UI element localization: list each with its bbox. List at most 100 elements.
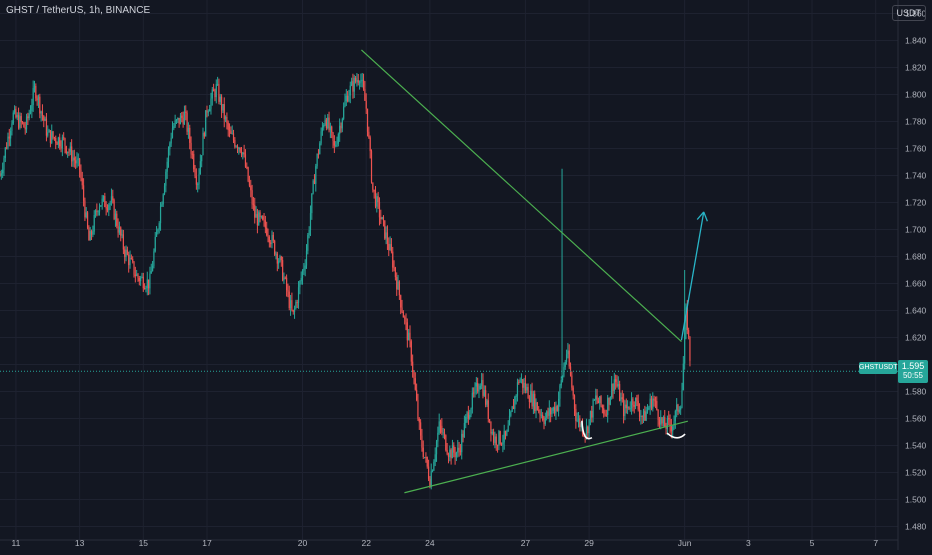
candle-body	[422, 447, 424, 458]
candle-body	[358, 82, 361, 84]
price-axis[interactable]: 1.4801.5001.5201.5401.5601.5801.6001.620…	[905, 9, 927, 532]
candle-body	[507, 425, 509, 432]
candle-body	[459, 450, 462, 453]
candle-body	[55, 138, 57, 143]
candle-body	[276, 253, 278, 264]
time-axis[interactable]: 11 13 15 17 20 22 24 27 29 Jun 3 5 7	[12, 538, 879, 548]
price-tick-label: 1.840	[905, 36, 927, 46]
candle-body	[243, 152, 245, 155]
candle-body	[364, 88, 366, 101]
candle-body	[29, 111, 32, 114]
candle-body	[209, 108, 211, 112]
candle-body	[324, 119, 326, 126]
candle-body	[73, 157, 75, 161]
price-tick-label: 1.720	[905, 198, 927, 208]
candle-body	[285, 277, 288, 291]
candle-body	[405, 317, 407, 323]
price-tick-label: 1.860	[905, 9, 927, 19]
candle-body	[251, 190, 253, 205]
candle-body	[454, 452, 456, 458]
candle-body	[435, 441, 438, 455]
candle-body	[579, 418, 581, 428]
candle-body	[524, 382, 527, 391]
time-tick-label: 13	[75, 538, 85, 548]
candle-body	[577, 418, 580, 421]
currency-button[interactable]: USDT	[891, 5, 926, 21]
candle-body	[672, 426, 674, 432]
candle-body	[576, 420, 578, 422]
candle-body	[352, 81, 354, 92]
candle-body	[125, 249, 127, 257]
candle-body	[158, 223, 160, 230]
candle-body	[393, 267, 395, 269]
candle-body	[185, 111, 187, 113]
candle-body	[162, 194, 164, 205]
time-tick-label: Jun	[678, 538, 692, 548]
candle-body	[502, 442, 504, 445]
candle-body	[68, 151, 70, 153]
candle-body	[568, 350, 570, 367]
candle-body	[258, 212, 260, 226]
candle-body	[149, 273, 151, 289]
candle-body	[372, 182, 374, 190]
candle-body	[449, 449, 451, 458]
candle-body	[376, 196, 378, 207]
candle-body	[45, 118, 48, 136]
candle-body	[84, 200, 86, 218]
candle-body	[297, 287, 300, 303]
price-tick-label: 1.680	[905, 252, 927, 262]
candle-body	[611, 383, 613, 397]
candle-body	[678, 409, 680, 412]
candle-body	[619, 384, 621, 401]
candle-body	[400, 295, 402, 308]
candle-body	[224, 117, 227, 120]
candle-body	[296, 302, 298, 304]
candle-body	[413, 371, 415, 379]
candle-body	[262, 216, 264, 220]
price-tick-label: 1.760	[905, 144, 927, 154]
candle-body	[475, 382, 477, 387]
candle-body	[220, 96, 223, 111]
candle-body	[327, 117, 329, 129]
candle-body	[417, 400, 419, 419]
candle-body	[304, 265, 306, 269]
candle-body	[559, 385, 561, 399]
candle-body	[198, 174, 200, 185]
candle-body	[94, 210, 97, 216]
candle-body	[17, 115, 20, 128]
candle-body	[680, 407, 682, 410]
candle-body	[109, 202, 111, 206]
candle-body	[402, 311, 404, 318]
candle-body	[96, 210, 98, 212]
candle-body	[323, 125, 325, 128]
candle-body	[523, 382, 525, 388]
candle-body	[587, 426, 589, 434]
candle-body	[79, 158, 81, 170]
freehand-mark	[581, 420, 593, 440]
candle-body	[374, 191, 377, 207]
candle-body	[512, 406, 515, 410]
candle-body	[271, 234, 273, 245]
candle-body	[688, 330, 690, 337]
candle-body	[195, 176, 197, 185]
candle-body	[548, 408, 550, 416]
candle-body	[591, 411, 593, 418]
candle-body	[642, 410, 645, 417]
candle-body	[72, 157, 74, 162]
candle-body	[377, 196, 379, 203]
candle-body	[86, 212, 89, 228]
candle-body	[248, 181, 251, 186]
candle-body	[235, 146, 237, 148]
candle-body	[616, 381, 618, 387]
candle-body	[100, 205, 102, 207]
candle-body	[264, 220, 266, 228]
candle-body	[604, 413, 606, 415]
candle-body	[535, 402, 537, 411]
candle-body	[75, 160, 77, 164]
candle-body	[170, 137, 172, 144]
candle-body	[166, 161, 168, 172]
candle-body	[312, 180, 314, 194]
candle-body	[106, 208, 109, 211]
